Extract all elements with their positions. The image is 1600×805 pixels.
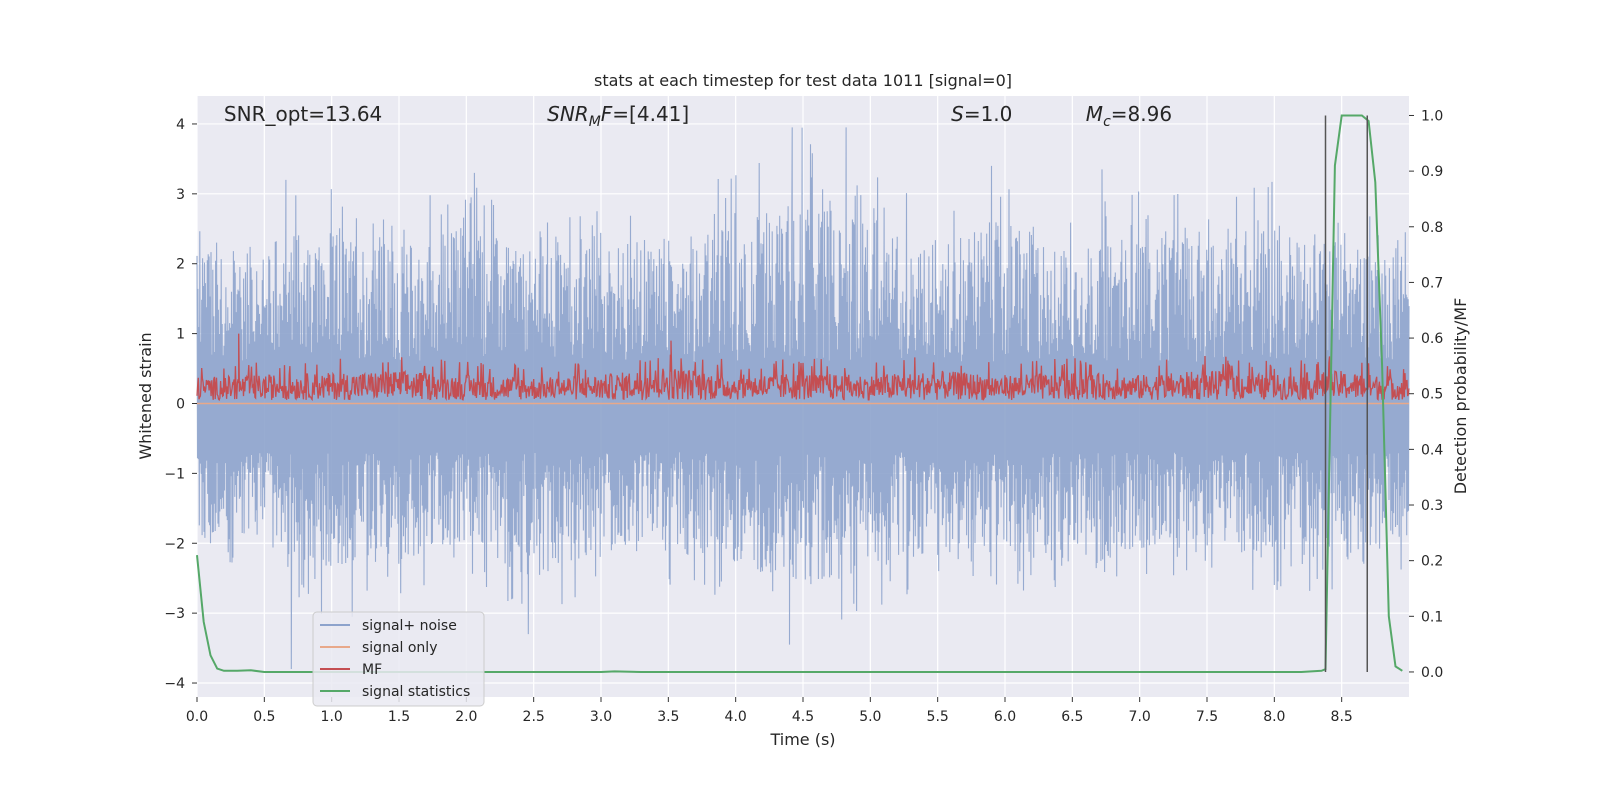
x-tick-label: 2.0 — [455, 709, 477, 725]
annotation-text: SNR_opt=13.64 — [224, 102, 382, 126]
y2-tick-label: 0.2 — [1421, 554, 1443, 570]
annotation-text: Mc=8.96 — [1086, 102, 1172, 130]
y2-tick-label: 0.9 — [1421, 164, 1443, 180]
y-tick-label: −1 — [164, 466, 185, 482]
annotation-text: SNRMF=[4.41] — [547, 102, 689, 130]
tick-labels: 0.0 0.5 1.0 1.5 2.0 2.5 3.0 3.5 4.0 4.5 5.0 5.5 6.0 6… — [164, 108, 1443, 725]
legend: signal+ noise signal only MF signal statist… — [312, 611, 485, 707]
y2-tick-label: 0.6 — [1421, 331, 1443, 347]
x-tick-label: 7.0 — [1129, 709, 1151, 725]
legend-entry: signal only — [362, 640, 437, 656]
y-tick-label: 3 — [176, 187, 185, 203]
y2-tick-label: 0.4 — [1421, 442, 1443, 458]
x-tick-label: 1.0 — [321, 709, 343, 725]
vlines — [1324, 115, 1369, 672]
x-tick-label: 5.5 — [927, 709, 949, 725]
legend-entry: signal+ noise — [362, 618, 457, 634]
legend-entry: signal statistics — [362, 684, 470, 700]
x-tick-label: 3.5 — [657, 709, 679, 725]
y-tick-label: −3 — [164, 606, 185, 622]
x-tick-label: 7.5 — [1196, 709, 1218, 725]
legend-entry: MF — [362, 662, 382, 678]
x-axis-label: Time (s) — [769, 730, 835, 749]
x-tick-label: 1.5 — [388, 709, 410, 725]
y2-tick-label: 0.3 — [1421, 498, 1443, 514]
x-tick-label: 4.5 — [792, 709, 814, 725]
y-tick-label: 1 — [176, 327, 185, 343]
x-tick-label: 0.5 — [253, 709, 275, 725]
series-mf — [196, 333, 1410, 402]
series-signal-noise — [196, 127, 1410, 670]
annotation-text: S=1.0 — [951, 102, 1012, 126]
y2-tick-label: 0.8 — [1421, 220, 1443, 236]
x-tick-label: 8.0 — [1263, 709, 1285, 725]
x-tick-label: 6.0 — [994, 709, 1016, 725]
x-tick-label: 3.0 — [590, 709, 612, 725]
y2-axis-label: Detection probability/MF — [1451, 298, 1470, 495]
y-tick-label: 0 — [176, 396, 185, 412]
legend-items: signal+ noise signal only MF signal statist… — [320, 618, 470, 700]
annotations: SNR_opt=13.64 SNRMF=[4.41] S=1.0 Mc=8.96 — [224, 102, 1172, 130]
y2-tick-label: 0.1 — [1421, 609, 1443, 625]
y2-tick-label: 1.0 — [1421, 108, 1443, 124]
x-tick-label: 2.5 — [523, 709, 545, 725]
x-tick-label: 8.5 — [1331, 709, 1353, 725]
x-tick-label: 5.0 — [859, 709, 881, 725]
series-signal-statistics — [196, 114, 1403, 673]
legend-box — [312, 611, 485, 707]
y-tick-label: 2 — [176, 257, 185, 273]
y2-tick-label: 0.5 — [1421, 387, 1443, 403]
x-tick-label: 0.0 — [186, 709, 208, 725]
y-axis-label: Whitened strain — [136, 332, 155, 459]
y-tick-label: −2 — [164, 536, 185, 552]
y2-tick-label: 0.0 — [1421, 665, 1443, 681]
x-tick-label: 6.5 — [1061, 709, 1083, 725]
series-layer — [196, 114, 1410, 673]
y2-tick-label: 0.7 — [1421, 275, 1443, 291]
y-tick-label: 4 — [176, 117, 185, 133]
chart-title: stats at each timestep for test data 101… — [594, 71, 1012, 90]
y-tick-label: −4 — [164, 676, 185, 692]
x-tick-label: 4.0 — [725, 709, 747, 725]
